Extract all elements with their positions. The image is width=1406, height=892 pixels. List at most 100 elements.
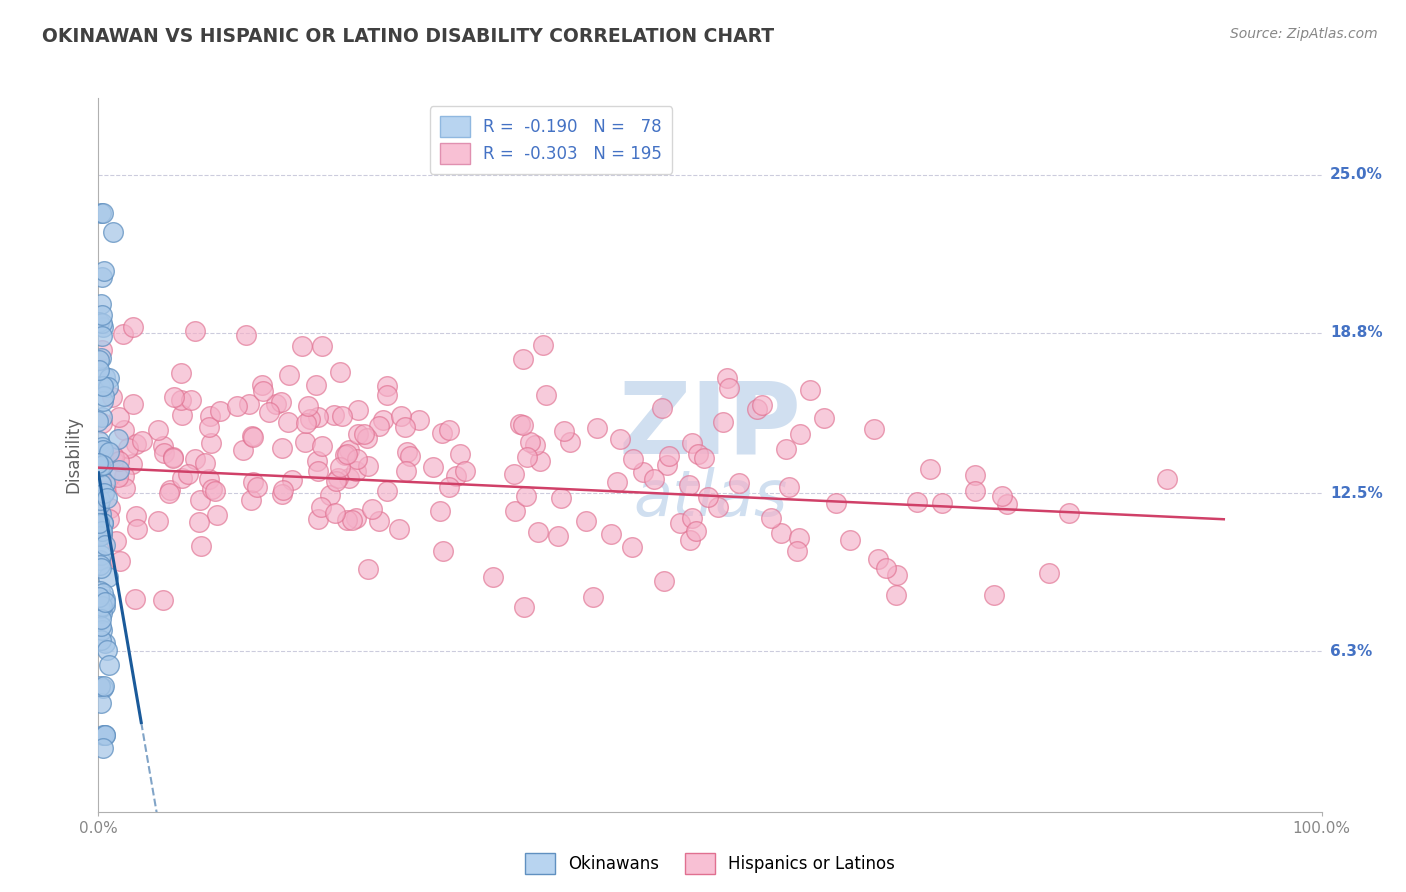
Point xyxy=(963,484,986,499)
Point xyxy=(87,456,110,470)
Point xyxy=(108,454,131,468)
Point xyxy=(658,449,681,463)
Point xyxy=(93,681,115,695)
Point xyxy=(277,415,299,429)
Point xyxy=(91,516,114,530)
Point xyxy=(122,320,145,334)
Point xyxy=(681,511,703,525)
Y-axis label: Disability: Disability xyxy=(65,417,83,493)
Point xyxy=(93,728,115,742)
Point xyxy=(868,552,890,566)
Point xyxy=(208,403,231,417)
Point xyxy=(240,428,263,442)
Point xyxy=(107,470,129,484)
Point xyxy=(422,460,444,475)
Point xyxy=(745,402,768,417)
Point xyxy=(586,421,609,435)
Point xyxy=(531,338,554,352)
Point xyxy=(553,425,575,439)
Point xyxy=(342,513,364,527)
Point xyxy=(1156,472,1178,486)
Point xyxy=(270,395,292,409)
Point xyxy=(688,447,710,461)
Point xyxy=(651,401,673,416)
Point xyxy=(329,460,352,475)
Point xyxy=(101,448,124,462)
Point xyxy=(91,741,114,756)
Point xyxy=(159,483,181,497)
Point xyxy=(245,481,267,495)
Point xyxy=(90,206,112,220)
Point xyxy=(97,380,120,394)
Point xyxy=(668,516,690,530)
Point xyxy=(633,465,655,479)
Point xyxy=(125,523,148,537)
Point xyxy=(89,529,111,543)
Point xyxy=(90,328,112,343)
Point xyxy=(114,481,136,495)
Point xyxy=(89,493,111,508)
Point xyxy=(93,485,115,500)
Text: ZIP: ZIP xyxy=(619,378,801,475)
Point xyxy=(90,410,112,425)
Point xyxy=(963,468,986,483)
Point xyxy=(799,383,821,397)
Point xyxy=(90,351,112,365)
Point xyxy=(90,549,112,563)
Point xyxy=(107,433,129,447)
Point xyxy=(96,642,118,657)
Point xyxy=(89,315,111,329)
Point xyxy=(153,446,176,460)
Point xyxy=(353,427,375,442)
Point xyxy=(157,485,180,500)
Point xyxy=(991,489,1014,503)
Point xyxy=(91,728,114,742)
Point xyxy=(184,451,207,466)
Point xyxy=(295,416,318,430)
Point xyxy=(101,390,124,404)
Point xyxy=(373,413,395,427)
Point xyxy=(108,409,131,424)
Point xyxy=(599,527,621,541)
Point xyxy=(188,492,211,507)
Point xyxy=(336,513,359,527)
Point xyxy=(121,458,143,472)
Point xyxy=(187,515,209,529)
Point xyxy=(91,417,114,431)
Point xyxy=(367,514,389,528)
Point xyxy=(550,491,572,506)
Point xyxy=(152,592,174,607)
Point xyxy=(90,473,112,487)
Legend: Okinawans, Hispanics or Latinos: Okinawans, Hispanics or Latinos xyxy=(517,845,903,882)
Point xyxy=(93,389,115,403)
Point xyxy=(97,512,120,526)
Point xyxy=(200,436,222,450)
Point xyxy=(326,471,349,485)
Point xyxy=(512,351,534,366)
Point xyxy=(90,612,112,626)
Point xyxy=(519,435,541,450)
Point xyxy=(93,595,115,609)
Point xyxy=(204,484,226,499)
Point xyxy=(560,434,582,449)
Point xyxy=(886,568,908,582)
Point xyxy=(89,552,111,566)
Point xyxy=(394,420,416,434)
Point xyxy=(89,590,111,604)
Point xyxy=(931,496,953,510)
Point xyxy=(89,434,111,448)
Point xyxy=(270,487,292,501)
Point xyxy=(90,317,112,331)
Point xyxy=(89,584,111,599)
Point xyxy=(429,504,451,518)
Point xyxy=(131,434,153,448)
Point xyxy=(318,488,340,502)
Point xyxy=(389,409,412,423)
Point xyxy=(311,339,333,353)
Point xyxy=(242,430,264,444)
Point xyxy=(91,458,114,472)
Point xyxy=(90,623,112,637)
Point xyxy=(298,412,321,426)
Point xyxy=(375,388,398,402)
Point xyxy=(524,438,547,452)
